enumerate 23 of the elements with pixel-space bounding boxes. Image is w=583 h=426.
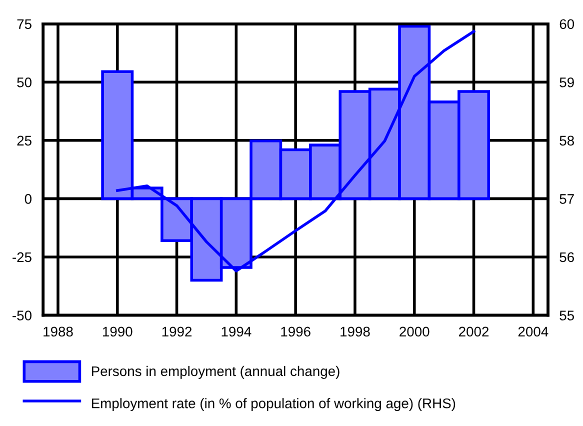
legend-label: Employment rate (in % of population of working age) (RHS) (92, 398, 456, 412)
y2-tick-label: 60 (560, 19, 574, 30)
y2-tick-label: 55 (560, 310, 574, 320)
x-tick-label: 2004 (518, 326, 548, 337)
y2-tick-label: 59 (560, 77, 574, 88)
x-tick-label: 2002 (459, 326, 489, 337)
legend-label: Persons in employment (annual change) (92, 366, 340, 379)
y-tick-label: -50 (12, 310, 32, 320)
x-tick-label: 1996 (281, 326, 310, 337)
y-tick-label: 50 (17, 77, 32, 88)
y2-tick-label: 57 (560, 194, 574, 204)
x-tick-label: 1990 (103, 326, 132, 337)
y2-tick-label: 56 (560, 252, 574, 262)
x-tick-label: 1994 (222, 326, 252, 337)
y-tick-label: 25 (17, 136, 32, 146)
y-tick-label: 0 (24, 194, 32, 204)
y2-tick-label: 58 (560, 136, 574, 146)
x-tick-label: 2000 (400, 326, 430, 337)
y-tick-label: 75 (17, 19, 32, 30)
x-tick-label: 1988 (44, 326, 73, 337)
y-tick-label: -25 (12, 252, 32, 262)
x-tick-label: 1992 (162, 326, 192, 337)
x-tick-label: 1998 (340, 326, 370, 337)
